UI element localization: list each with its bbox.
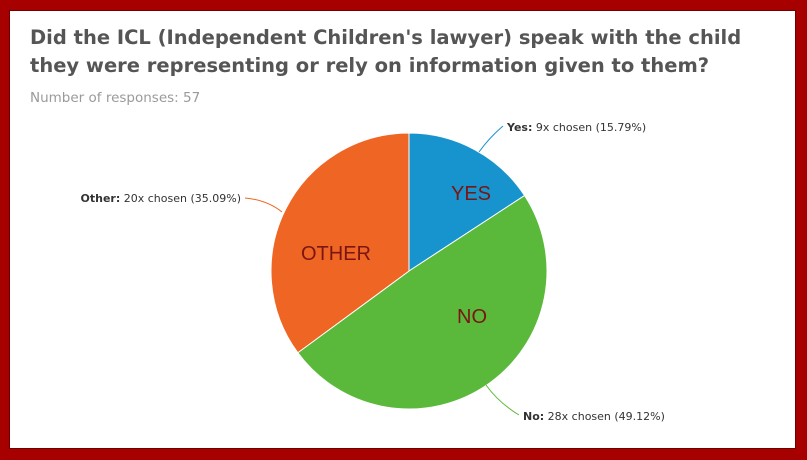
pie-slices	[270, 132, 548, 410]
pie-slice-other[interactable]	[270, 132, 410, 354]
callout-label-other: Other: 20x chosen (35.09%)	[81, 192, 241, 205]
callout-name-no: No:	[523, 410, 544, 423]
pie-inner-label-other: OTHER	[301, 243, 371, 265]
pie-inner-label-yes: YES	[451, 183, 491, 205]
pie-chart: YES NO OTHER Yes: 9x chosen (15.79%) No: 28…	[81, 121, 665, 423]
pie-slice-yes[interactable]	[408, 132, 526, 272]
chart-title: Did the ICL (Independent Children's lawy…	[30, 26, 742, 77]
callout-name-other: Other:	[81, 192, 121, 205]
pie-inner-labels: YES NO OTHER	[301, 183, 491, 328]
pie-slice-no[interactable]	[297, 194, 548, 410]
callout-line-yes	[478, 125, 504, 153]
response-count: Number of responses: 57	[30, 90, 201, 106]
callout-label-yes: Yes: 9x chosen (15.79%)	[506, 121, 646, 134]
callout-line-no	[485, 384, 520, 416]
chart-panel: Did the ICL (Independent Children's lawy…	[9, 10, 796, 449]
callout-name-yes: Yes:	[506, 121, 532, 134]
pie-inner-label-no: NO	[457, 306, 487, 328]
callout-detail-no: 28x chosen (49.12%)	[544, 410, 665, 423]
callout-detail-other: 20x chosen (35.09%)	[120, 192, 241, 205]
callout-detail-yes: 9x chosen (15.79%)	[532, 121, 646, 134]
pie-callouts: Yes: 9x chosen (15.79%) No: 28x chosen (4…	[81, 121, 665, 423]
callout-label-no: No: 28x chosen (49.12%)	[523, 410, 665, 423]
callout-line-other	[244, 197, 283, 213]
